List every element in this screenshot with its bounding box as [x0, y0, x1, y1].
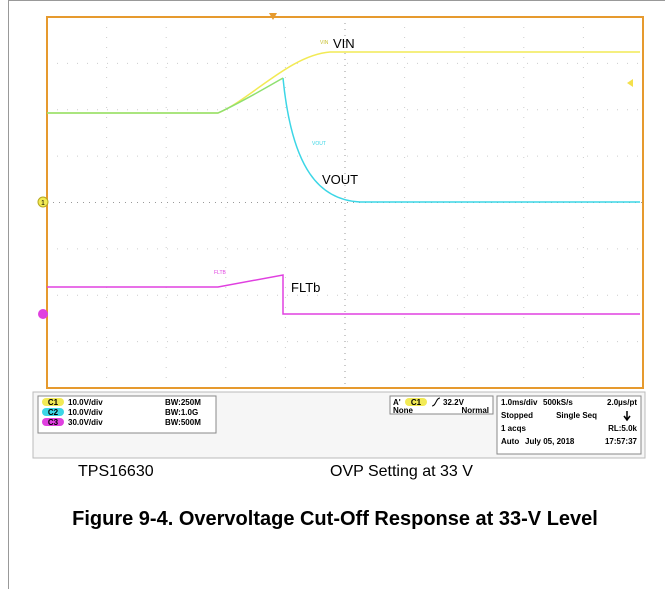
acq-field: July 05, 2018 [525, 437, 575, 446]
channel-bandwidth: BW:1.0G [165, 408, 198, 417]
ch3-marker [38, 309, 48, 319]
trace-tag: VIN [320, 40, 329, 46]
channel-badge: C1 [48, 398, 59, 407]
acq-field: 1.0ms/div [501, 398, 538, 407]
vout-trace [282, 77, 640, 203]
label: TPS16630 [78, 463, 154, 480]
channel-bandwidth: BW:250M [165, 398, 201, 407]
trace-label: VIN [333, 36, 355, 51]
acq-field: Auto [501, 437, 519, 446]
trigger-level [627, 79, 633, 87]
ch1-marker-label: 1 [41, 200, 45, 207]
fltb-trace [47, 274, 640, 315]
overlap-trace [47, 77, 284, 114]
channel-badge-bg [42, 398, 64, 406]
trace-tag: VOUT [312, 141, 326, 147]
trigger-mode: Normal [461, 406, 489, 415]
acq-box [496, 395, 642, 455]
ch1-marker [37, 196, 49, 208]
channel-badge-bg [42, 418, 64, 426]
channel-scale: 10.0V/div [68, 408, 103, 417]
channel-box [37, 395, 217, 434]
channel-bandwidth: BW:500M [165, 418, 201, 427]
acq-field: 2.0µs/pt [607, 398, 637, 407]
caption: Figure 9-4. Overvoltage Cut-Off Response… [72, 508, 598, 530]
trigger-coupling: None [393, 406, 414, 415]
frame-top [8, 0, 665, 1]
scope: VIN VOUT FLTb VIN VOUT FLTB 1 C1 10.0V/di… [32, 13, 646, 459]
channel-badge-bg [42, 408, 64, 416]
channel-scale: 10.0V/div [68, 398, 103, 407]
acq-field: Stopped [501, 411, 533, 420]
trigger-source: A' [393, 398, 401, 407]
channel-badge: C3 [48, 418, 59, 427]
channel-scale: 30.0V/div [68, 418, 103, 427]
trigger-pos [269, 13, 277, 20]
trace-tag: FLTB [214, 270, 227, 276]
acq-field: RL:5.0k [608, 424, 637, 433]
acq-field: 17:57:37 [605, 437, 638, 446]
acq-field: 500kS/s [543, 398, 573, 407]
trigger-badge-bg [405, 398, 427, 406]
vin-trace [47, 51, 640, 114]
trace-label: FLTb [291, 280, 320, 295]
trigger-badge: C1 [411, 398, 422, 407]
channel-badge: C2 [48, 408, 59, 417]
frame-left [8, 0, 9, 589]
trace-label: VOUT [322, 172, 358, 187]
acq-field: Single Seq [556, 411, 597, 420]
edge-icon [431, 397, 441, 407]
label: OVP Setting at 33 V [330, 463, 473, 480]
acq-field: 1 acqs [501, 424, 526, 433]
trigger-level: 32.2V [443, 398, 465, 407]
arrow-icon [623, 411, 631, 422]
